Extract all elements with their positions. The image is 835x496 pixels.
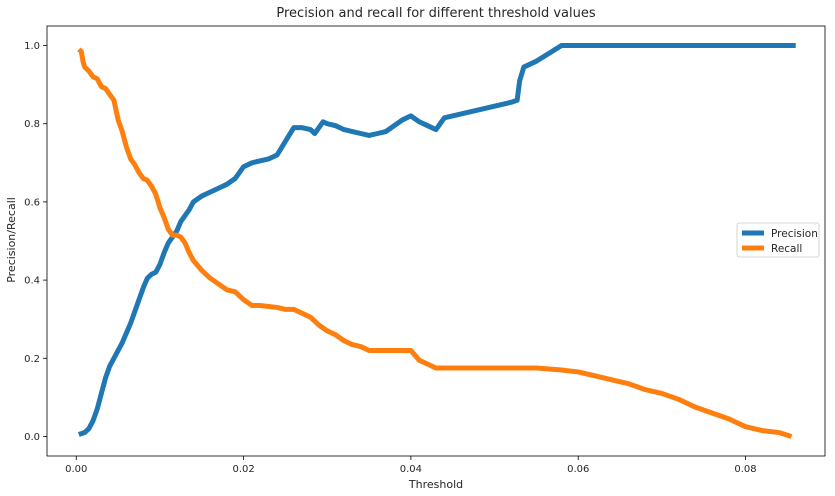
y-tick-label: 0.4 <box>24 276 40 287</box>
x-tick-label: 0.02 <box>232 464 254 475</box>
x-tick-label: 0.04 <box>400 464 422 475</box>
plot-frame <box>46 25 826 457</box>
x-axis-label: Threshold <box>408 478 463 491</box>
legend: Precision Recall <box>736 222 820 258</box>
y-tick-label: 1.0 <box>24 41 40 52</box>
series-layer <box>77 43 796 439</box>
y-tick-label: 0.2 <box>24 354 40 365</box>
y-tick-label: 0.8 <box>24 119 40 130</box>
series-line-recall <box>77 47 793 439</box>
y-axis-label: Precision/Recall <box>5 197 18 283</box>
legend-label-precision: Precision <box>771 228 818 240</box>
series-line-precision <box>78 43 796 437</box>
y-tick-label: 0.6 <box>24 197 40 208</box>
x-tick-label: 0.06 <box>567 464 589 475</box>
axes-layer: 0.00 0.02 0.04 0.06 0.08 0.0 0.2 0.4 0.6 0.8 1.0 <box>24 25 826 475</box>
chart-title: Precision and recall for different thres… <box>276 6 595 21</box>
legend-label-recall: Recall <box>771 243 802 255</box>
x-tick-label: 0.00 <box>65 464 87 475</box>
x-tick-label: 0.08 <box>734 464 756 475</box>
y-tick-label: 0.0 <box>24 432 40 443</box>
